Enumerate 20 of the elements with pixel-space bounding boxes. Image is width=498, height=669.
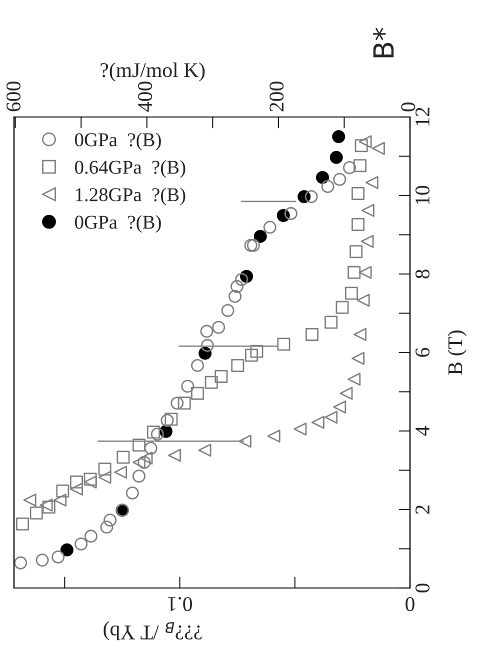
y-tick-label: 2: [416, 505, 430, 514]
x2-tick-label: 400: [138, 82, 152, 112]
legend-label: 0.64GPa ?(B): [75, 160, 186, 178]
y-tick-label: 6: [416, 348, 430, 357]
text: B*: [373, 28, 394, 58]
y-tick-label: 8: [415, 270, 430, 278]
x-axis-title: ???$_{B}$ /T Yb): [104, 621, 202, 640]
y-tick-label: 10: [415, 186, 430, 204]
y-tick-label: 0: [415, 584, 430, 592]
x2-axis-title: ?(mJ/mol K): [100, 62, 205, 82]
legend-label: 1.28GPa ?(B): [76, 188, 186, 206]
x-tick-label: 0.1: [168, 597, 192, 612]
x2-tick-label: 0: [401, 102, 416, 112]
y-tick-label: 4: [416, 426, 430, 436]
x2-tick-label: 200: [270, 82, 284, 112]
legend-label: 0GPa ?(B): [75, 132, 161, 150]
y-axis-title: B (T): [448, 330, 467, 375]
legend-label: 0GPa ?(B): [75, 215, 161, 233]
y-tick-label: 12: [416, 108, 430, 126]
x2-tick-label: 600: [6, 82, 21, 112]
